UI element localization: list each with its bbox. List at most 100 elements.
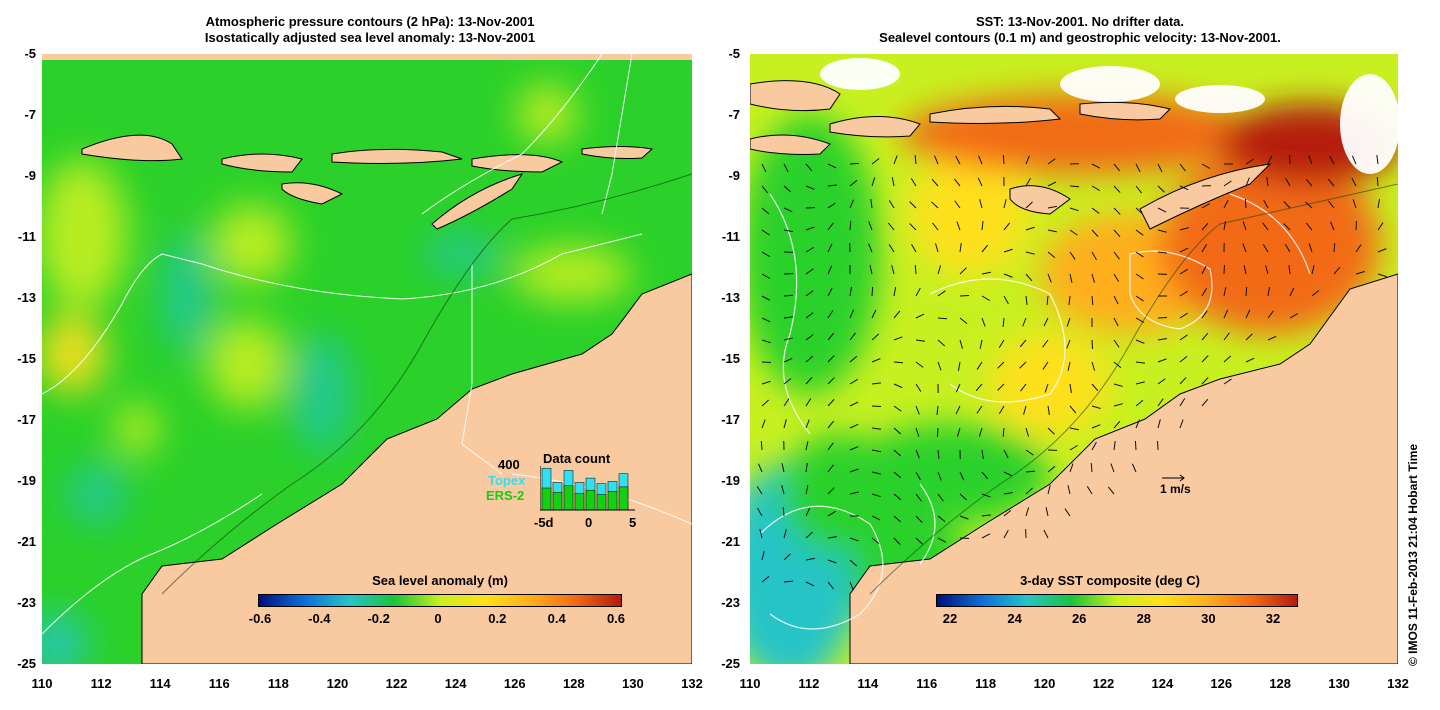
velocity-arrow [1201, 265, 1207, 275]
velocity-arrow [893, 449, 901, 457]
sst-map[interactable] [750, 54, 1398, 664]
velocity-arrow [1305, 222, 1313, 231]
velocity-arrow [1179, 398, 1186, 407]
right-lat-label: -17 [721, 412, 740, 427]
velocity-arrow [761, 295, 771, 301]
velocity-arrow [1113, 295, 1119, 305]
velocity-arrow [1003, 248, 1013, 253]
sea-level-anomaly-map[interactable] [42, 54, 692, 664]
velocity-arrow [1157, 378, 1166, 385]
left-colorbar-tick: 0.4 [547, 611, 566, 626]
velocity-arrow [1201, 244, 1208, 253]
velocity-arrow [783, 163, 789, 173]
velocity-arrow [1355, 244, 1362, 253]
velocity-arrow [1091, 251, 1097, 261]
velocity-arrow [1377, 199, 1380, 209]
velocity-arrow [1090, 462, 1093, 473]
velocity-arrow [1091, 405, 1101, 410]
velocity-arrow [1267, 335, 1277, 341]
right-lon-label: 130 [1328, 676, 1350, 691]
velocity-arrow [871, 493, 881, 498]
velocity-arrow [937, 317, 948, 320]
velocity-arrow [761, 163, 767, 173]
velocity-arrow [981, 244, 989, 253]
right-lat-label: -15 [721, 351, 740, 366]
velocity-arrow [936, 405, 939, 415]
velocity-arrow [1179, 163, 1186, 172]
velocity-arrow [1179, 227, 1189, 231]
velocity-arrow [827, 202, 836, 209]
velocity-arrow [936, 427, 939, 438]
right-lon-label: 112 [798, 676, 820, 691]
velocity-arrow [1179, 334, 1188, 341]
velocity-arrow [1003, 509, 1012, 517]
velocity-arrow [1113, 229, 1121, 238]
left-lon-label: 118 [267, 676, 289, 691]
left-lon-label: 130 [622, 676, 644, 691]
velocity-arrow [805, 581, 815, 587]
velocity-arrow [915, 313, 925, 319]
velocity-arrow [1066, 339, 1071, 349]
velocity-arrow [956, 221, 961, 231]
velocity-arrow [1267, 287, 1270, 297]
velocity-arrow [827, 442, 834, 451]
velocity-arrow [1223, 199, 1229, 209]
velocity-arrow [1223, 287, 1227, 297]
velocity-arrow [955, 155, 961, 165]
velocity-arrow [849, 491, 859, 495]
velocity-arrow [871, 537, 880, 544]
right-colorbar [936, 594, 1298, 607]
velocity-arrow [1091, 229, 1099, 237]
velocity-arrow [761, 317, 771, 323]
velocity-arrow [1002, 154, 1005, 165]
velocity-arrow [888, 200, 895, 209]
velocity-arrow [761, 339, 771, 344]
right-lon-label: 124 [1151, 676, 1174, 691]
velocity-arrow [1113, 420, 1121, 429]
velocity-arrow [1113, 383, 1123, 387]
velocity-arrow [1091, 361, 1096, 371]
velocity-arrow [1201, 222, 1209, 231]
velocity-arrow [981, 317, 986, 327]
velocity-arrow [1305, 201, 1313, 209]
velocity-arrow [1019, 339, 1027, 348]
velocity-arrow [1262, 244, 1269, 253]
velocity-arrow [1113, 163, 1121, 172]
velocity-arrow [783, 529, 787, 539]
velocity-arrow [1069, 251, 1076, 260]
velocity-arrow [1352, 199, 1357, 209]
left-lon-label: 112 [90, 676, 112, 691]
velocity-arrow [1157, 207, 1167, 213]
velocity-arrow [1003, 449, 1009, 459]
velocity-arrow [1201, 332, 1209, 341]
velocity-arrow [849, 332, 856, 341]
velocity-arrow [760, 440, 763, 451]
velocity-arrow [981, 271, 991, 275]
velocity-arrow [976, 361, 983, 370]
left-lon-label: 132 [681, 676, 703, 691]
velocity-arrow [1113, 185, 1121, 193]
velocity-arrow [805, 226, 815, 231]
velocity-arrow [1242, 243, 1247, 253]
velocity-arrow [1179, 312, 1188, 319]
velocity-arrow [827, 399, 835, 407]
velocity-arrow [871, 309, 877, 319]
velocity-arrow [915, 537, 923, 545]
velocity-arrow [1047, 273, 1052, 283]
velocity-arrow [1179, 290, 1188, 297]
velocity-arrow [827, 355, 835, 363]
legend-ers2: ERS-2 [486, 488, 525, 503]
velocity-arrow [1044, 383, 1049, 393]
velocity-arrow [783, 580, 794, 583]
velocity-arrow [915, 287, 921, 297]
velocity-arrow [783, 316, 793, 319]
velocity-arrow [805, 312, 814, 319]
velocity-arrow [1157, 251, 1167, 254]
velocity-arrow [761, 575, 770, 583]
velocity-arrow [1069, 405, 1077, 414]
ers2-bar [607, 491, 618, 511]
velocity-arrow [914, 154, 917, 165]
right-lon-label: 120 [1033, 676, 1056, 691]
imos-credit: © IMOS 11-Feb-2013 21:04 Hobart Time [1406, 443, 1420, 666]
velocity-arrow [827, 243, 833, 253]
